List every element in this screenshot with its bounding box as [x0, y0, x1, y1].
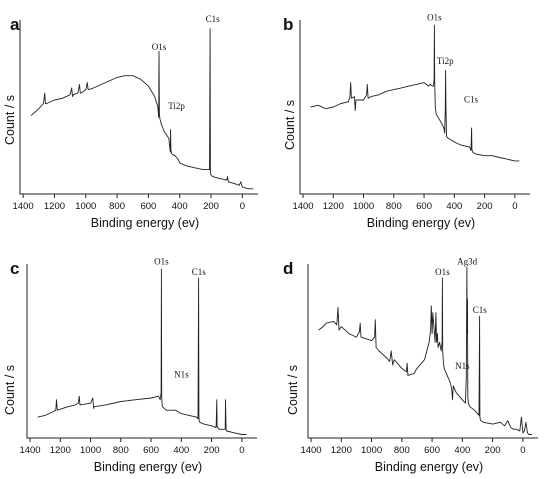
x-tick-label: 800: [394, 445, 410, 456]
spectrum-line: [37, 268, 247, 435]
x-tick-label: 1000: [353, 201, 374, 212]
y-axis-label: Count / s: [283, 100, 297, 150]
x-tick-label: 1400: [300, 445, 321, 456]
peak-label: C1s: [473, 305, 488, 315]
axis-frame: [26, 264, 257, 439]
x-tick-label: 800: [113, 445, 129, 456]
x-tick-label: 800: [386, 201, 402, 212]
panel-c: 1400 1200 1000 800 600 400 200 0 Binding energy …: [3, 256, 257, 474]
x-tick-label: 600: [140, 201, 156, 212]
x-tick-label: 200: [485, 445, 501, 456]
x-tick-label: 600: [143, 445, 159, 456]
panel-letter: c: [10, 259, 19, 278]
y-axis-label: Count / s: [3, 365, 17, 415]
x-tick-label: 400: [172, 201, 188, 212]
x-tick-label: 1200: [44, 201, 65, 212]
peak-label: N1s: [455, 361, 470, 371]
axis-frame: [19, 20, 258, 195]
peak-label: C1s: [192, 267, 207, 277]
x-tick-label: 0: [240, 201, 245, 212]
x-tick-label: 0: [239, 445, 244, 456]
axis-frame: [307, 264, 538, 439]
x-tick-label: 600: [424, 445, 440, 456]
peak-label: N1s: [174, 370, 189, 380]
spectrum-line: [318, 267, 532, 435]
x-tick-label: 400: [173, 445, 189, 456]
x-tick-label: 400: [446, 201, 462, 212]
panel-a: 1400 1200 1000 800 600 400 200 0 Binding energy …: [3, 14, 258, 230]
peak-label: O1s: [427, 12, 442, 22]
x-axis-label: Binding energy (ev): [94, 460, 202, 474]
x-tick-label: 200: [203, 201, 219, 212]
panel-letter: b: [283, 15, 293, 34]
peak-label: O1s: [435, 267, 450, 277]
x-tick-label: 0: [520, 445, 525, 456]
peak-label: Ti2p: [437, 56, 454, 66]
x-tick-label: 200: [204, 445, 220, 456]
peak-label: C1s: [206, 14, 221, 24]
peak-label: C1s: [464, 94, 479, 104]
x-tick-label: 200: [477, 201, 493, 212]
panel-letter: a: [10, 15, 20, 34]
x-tick-label: 600: [416, 201, 432, 212]
y-axis-label: Count / s: [3, 95, 17, 145]
x-tick-label: 1200: [323, 201, 344, 212]
x-axis-label: Binding energy (ev): [367, 216, 475, 230]
peak-label: Ag3d: [457, 256, 477, 266]
panel-d: 1400 1200 1000 800 600 400 200 0 Binding energy …: [283, 256, 538, 474]
y-axis-label: Count / s: [286, 365, 300, 415]
x-tick-label: 800: [109, 201, 125, 212]
x-tick-label: 1200: [331, 445, 352, 456]
panel-b: 1400 1200 1000 800 600 400 200 0 Binding energy …: [283, 12, 530, 230]
x-tick-label: 1200: [50, 445, 71, 456]
peak-label: O1s: [152, 42, 167, 52]
peak-label: O1s: [154, 256, 169, 266]
x-tick-label: 1000: [361, 445, 382, 456]
x-tick-label: 400: [454, 445, 470, 456]
spectrum-line: [30, 28, 254, 190]
x-axis-label: Binding energy (ev): [375, 460, 483, 474]
spectrum-line: [310, 24, 520, 162]
x-axis-label: Binding energy (ev): [91, 216, 199, 230]
x-tick-label: 1400: [13, 201, 34, 212]
x-tick-label: 1000: [80, 445, 101, 456]
x-tick-label: 0: [512, 201, 517, 212]
x-tick-label: 1400: [292, 201, 313, 212]
panel-letter: d: [283, 259, 293, 278]
x-tick-label: 1400: [19, 445, 40, 456]
axis-frame: [299, 20, 530, 195]
x-tick-label: 1000: [75, 201, 96, 212]
peak-label: Ti2p: [168, 101, 185, 111]
